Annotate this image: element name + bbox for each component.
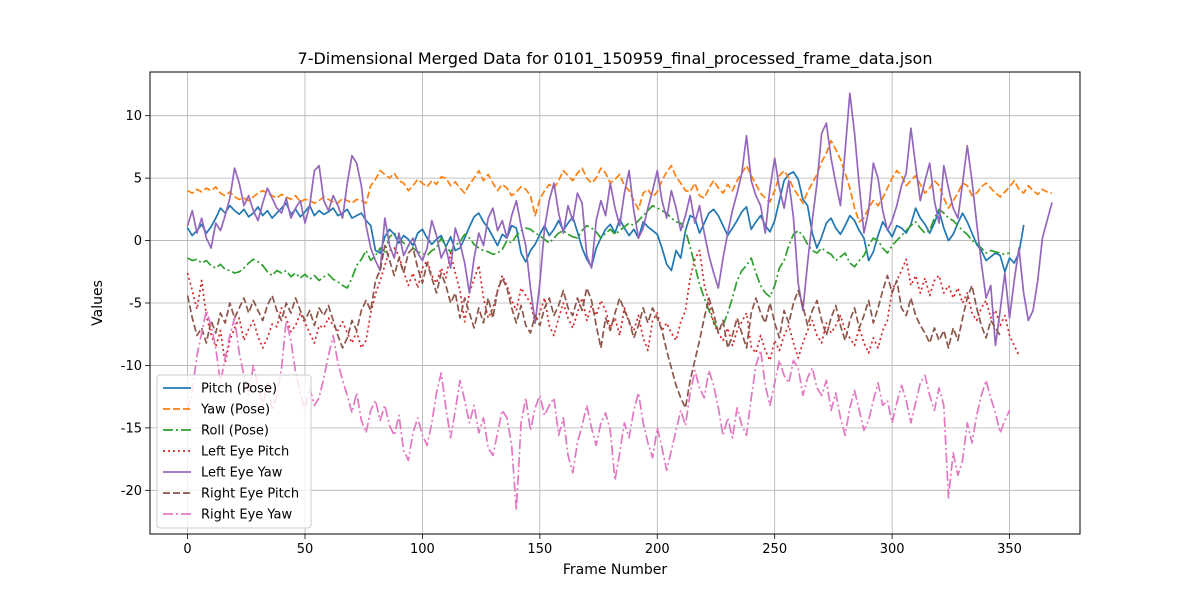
y-tick-label: -20 bbox=[121, 484, 142, 499]
x-tick-label: 250 bbox=[762, 542, 787, 557]
legend-label: Pitch (Pose) bbox=[201, 382, 277, 397]
x-tick-label: 150 bbox=[527, 542, 552, 557]
series-line-right-eye-pitch bbox=[186, 244, 1001, 409]
y-tick-label: -15 bbox=[121, 421, 142, 436]
x-tick-label: 300 bbox=[880, 542, 905, 557]
y-tick-label: -10 bbox=[121, 359, 142, 374]
legend-frame bbox=[156, 374, 312, 529]
chart-title: 7-Dimensional Merged Data for 0101_15095… bbox=[298, 49, 933, 69]
legend-label: Left Eye Pitch bbox=[201, 445, 289, 460]
series-line-left-eye-pitch bbox=[186, 247, 1020, 364]
y-tick-label: 0 bbox=[134, 234, 142, 249]
x-tick-label: 200 bbox=[645, 542, 670, 557]
y-axis-title: Values bbox=[90, 280, 106, 326]
x-tick-label: 50 bbox=[297, 542, 314, 557]
x-tick-label: 350 bbox=[997, 542, 1022, 557]
legend: Pitch (Pose) Yaw (Pose) Roll (Pose) Left Ey… bbox=[156, 374, 312, 529]
series-line-left-eye-yaw bbox=[186, 92, 1053, 347]
x-axis-title: Frame Number bbox=[563, 562, 668, 578]
series-lines bbox=[186, 92, 1053, 512]
x-tick-label: 0 bbox=[183, 542, 191, 557]
x-tick-label: 100 bbox=[410, 542, 435, 557]
legend-label: Yaw (Pose) bbox=[200, 403, 270, 418]
y-tick-label: -5 bbox=[129, 297, 142, 312]
axis-ticks: 0 50 100 150 200 250 300 350 -20 -15 -10 -5 0 5 10 bbox=[121, 109, 1022, 557]
series-line-roll-pose bbox=[187, 204, 1010, 332]
legend-label: Right Eye Yaw bbox=[201, 508, 293, 523]
legend-label: Left Eye Yaw bbox=[201, 466, 283, 481]
y-tick-label: 10 bbox=[125, 109, 142, 124]
legend-label: Roll (Pose) bbox=[201, 424, 269, 439]
y-tick-label: 5 bbox=[134, 172, 142, 187]
legend-label: Right Eye Pitch bbox=[201, 487, 299, 502]
series-line-pitch-pose bbox=[186, 171, 1025, 273]
